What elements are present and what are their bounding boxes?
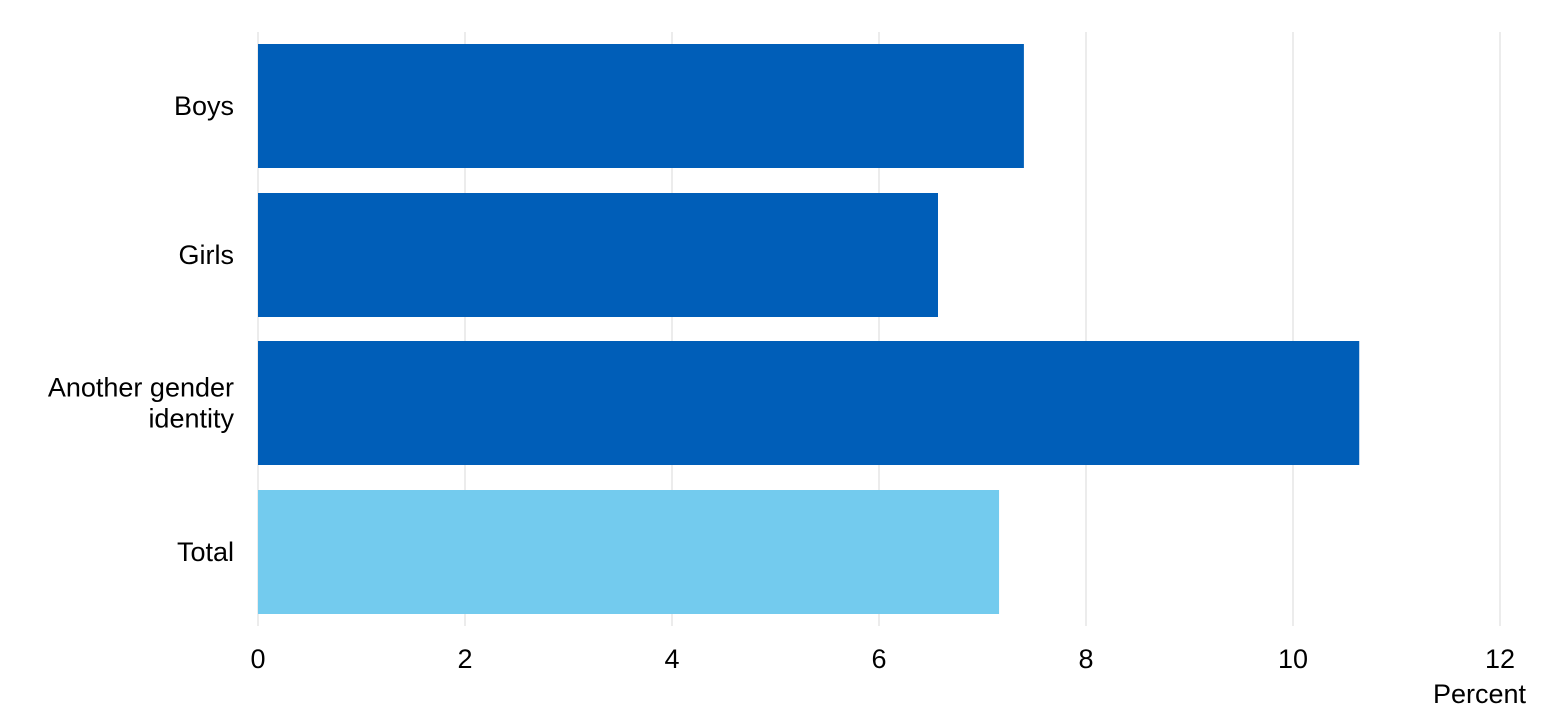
category-labels: Boys Girls Another gender identity Total: [48, 91, 235, 567]
bar-1: [258, 193, 938, 317]
x-tick-label-10: 10: [1278, 644, 1308, 674]
bars: [258, 44, 1360, 614]
x-tick-labels: 0 2 4 6 8 10 12: [250, 644, 1515, 674]
category-label-0: Boys: [174, 91, 234, 121]
category-label-3: Total: [177, 537, 234, 567]
category-label-1: Girls: [179, 240, 235, 270]
x-axis-title: Percent: [1433, 679, 1527, 709]
x-tick-label-0: 0: [250, 644, 265, 674]
x-tick-label-8: 8: [1078, 644, 1093, 674]
bar-0: [258, 44, 1024, 168]
bar-3: [258, 490, 1000, 614]
x-tick-label-4: 4: [664, 644, 679, 674]
x-tick-label-6: 6: [871, 644, 886, 674]
x-tick-label-2: 2: [457, 644, 472, 674]
category-label-2: Another gender identity: [48, 373, 235, 434]
bar-2: [258, 341, 1360, 465]
x-tick-label-12: 12: [1485, 644, 1515, 674]
